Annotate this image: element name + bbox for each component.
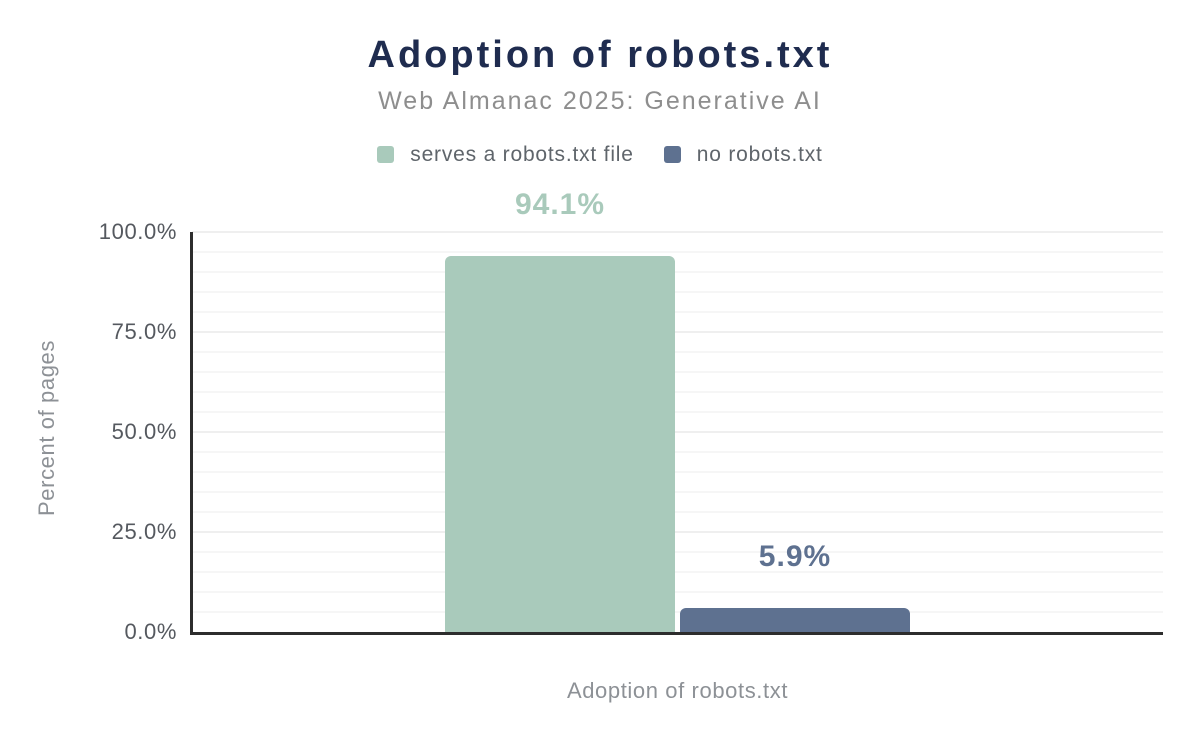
chart-title: Adoption of robots.txt xyxy=(367,34,833,76)
gridline xyxy=(192,511,1163,513)
value-label-no-robots-txt: 5.9% xyxy=(758,540,832,574)
legend-item-no-robots-txt: no robots.txt xyxy=(663,143,823,166)
y-tick-label: 100.0% xyxy=(98,219,177,244)
gridline xyxy=(192,371,1163,373)
plot-area: 94.1% 5.9% xyxy=(192,189,1163,632)
gridline xyxy=(192,611,1163,613)
gridline xyxy=(192,311,1163,313)
gridline xyxy=(192,271,1163,273)
gridline xyxy=(192,451,1163,453)
gridline xyxy=(192,431,1163,433)
y-tick-label: 0.0% xyxy=(124,619,177,644)
gridline xyxy=(192,571,1163,573)
gridline xyxy=(192,531,1163,533)
value-label-serves-a-robots-txt-file: 94.1% xyxy=(514,187,606,221)
gridline xyxy=(192,251,1163,253)
legend: serves a robots.txt file no robots.txt xyxy=(0,143,1200,166)
y-tick-label: 50.0% xyxy=(111,419,177,444)
legend-item-serves-a-robots-txt-file: serves a robots.txt file xyxy=(377,143,633,166)
gridline xyxy=(192,351,1163,353)
bar-serves-a-robots-txt-file xyxy=(445,255,675,632)
legend-swatch-icon xyxy=(377,146,395,164)
bar-no-robots-txt xyxy=(680,608,910,632)
y-tick-label: 25.0% xyxy=(111,519,177,544)
gridline xyxy=(192,291,1163,293)
gridline xyxy=(192,491,1163,493)
y-tick-label: 75.0% xyxy=(111,319,177,344)
gridline xyxy=(192,471,1163,473)
y-axis-line xyxy=(190,232,193,632)
legend-swatch-icon xyxy=(663,146,681,164)
chart-subtitle: Web Almanac 2025: Generative AI xyxy=(378,87,822,115)
legend-label: no robots.txt xyxy=(696,143,823,166)
gridline xyxy=(192,551,1163,553)
x-axis-line xyxy=(190,632,1163,635)
gridline xyxy=(192,411,1163,413)
gridline xyxy=(192,391,1163,393)
gridline xyxy=(192,591,1163,593)
legend-label: serves a robots.txt file xyxy=(410,143,634,166)
x-axis-title: Adoption of robots.txt xyxy=(566,678,789,703)
gridline xyxy=(192,331,1163,333)
gridline xyxy=(192,231,1163,233)
